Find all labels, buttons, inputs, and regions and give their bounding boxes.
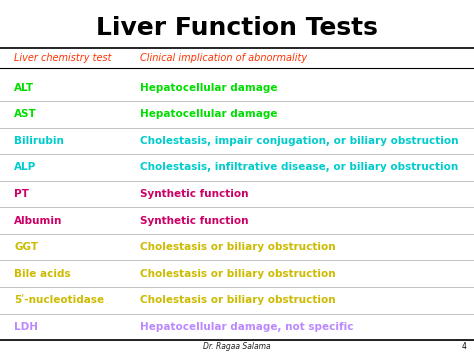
- Text: ALT: ALT: [14, 83, 34, 93]
- Text: Cholestasis, infiltrative disease, or biliary obstruction: Cholestasis, infiltrative disease, or bi…: [140, 163, 458, 173]
- Text: Clinical implication of abnormality: Clinical implication of abnormality: [140, 53, 307, 62]
- Text: GGT: GGT: [14, 242, 38, 252]
- Text: Cholestasis or biliary obstruction: Cholestasis or biliary obstruction: [140, 242, 336, 252]
- Text: ALP: ALP: [14, 163, 36, 173]
- Text: Synthetic function: Synthetic function: [140, 189, 248, 199]
- Text: Liver Function Tests: Liver Function Tests: [96, 16, 378, 40]
- Text: 4: 4: [462, 343, 467, 351]
- Text: Hepatocellular damage: Hepatocellular damage: [140, 109, 277, 119]
- Text: 5ʹ-nucleotidase: 5ʹ-nucleotidase: [14, 295, 104, 305]
- Text: Hepatocellular damage, not specific: Hepatocellular damage, not specific: [140, 322, 353, 332]
- Text: Bile acids: Bile acids: [14, 269, 71, 279]
- Text: Liver chemistry test: Liver chemistry test: [14, 53, 112, 62]
- Text: LDH: LDH: [14, 322, 38, 332]
- Text: Cholestasis or biliary obstruction: Cholestasis or biliary obstruction: [140, 295, 336, 305]
- Text: Cholestasis or biliary obstruction: Cholestasis or biliary obstruction: [140, 269, 336, 279]
- Text: Albumin: Albumin: [14, 215, 63, 225]
- Text: Synthetic function: Synthetic function: [140, 215, 248, 225]
- Text: Cholestasis, impair conjugation, or biliary obstruction: Cholestasis, impair conjugation, or bili…: [140, 136, 458, 146]
- Text: Dr. Ragaa Salama: Dr. Ragaa Salama: [203, 343, 271, 351]
- Text: Bilirubin: Bilirubin: [14, 136, 64, 146]
- Text: Hepatocellular damage: Hepatocellular damage: [140, 83, 277, 93]
- Text: PT: PT: [14, 189, 29, 199]
- Text: AST: AST: [14, 109, 37, 119]
